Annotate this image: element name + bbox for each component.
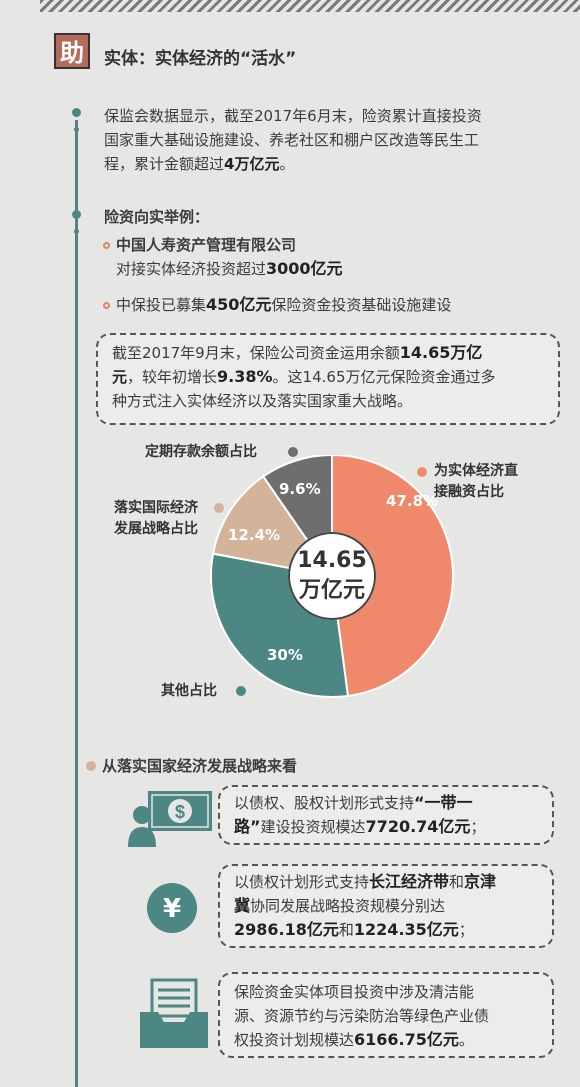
header-badge: 助: [54, 33, 90, 69]
summary-line: 元，较年初增长9.38%。这14.65万亿元保险资金通过多: [112, 367, 496, 386]
center-unit: 万亿元: [298, 578, 365, 603]
center-value: 14.65: [297, 548, 367, 573]
intro-line: 保监会数据显示，截至2017年6月末，险资累计直接投资: [104, 107, 482, 125]
section-title: 实体：实体经济的“活水”: [104, 49, 297, 69]
intro-line: 程，累计金额超过4万亿元。: [104, 155, 295, 173]
timeline-dot: [74, 229, 79, 234]
slice-label-deposit: 9.6%: [279, 480, 321, 498]
person-head: [133, 806, 151, 824]
intro-line: 国家重大基础设施建设、养老社区和棚户区改造等民生工: [104, 131, 480, 149]
strategy-box-2: 以债权计划形式支持长江经济带和京津 冀协同发展战略投资规模分别达 2986.18…: [218, 864, 554, 948]
legend-intl: 落实国际经济 发展战略占比: [114, 500, 198, 537]
strategy-box-1: 以债权、股权计划形式支持“一带一 路”建设投资规模达7720.74亿元；: [218, 785, 554, 845]
slice-label-direct: 47.8%: [386, 492, 439, 510]
timeline-line: [75, 120, 78, 1087]
donut-chart: [210, 455, 454, 698]
coin-circle: [168, 799, 192, 823]
yen-icon: ¥: [147, 883, 197, 933]
chart-center-label: 14.65 万亿元: [292, 546, 372, 606]
timeline-dot: [72, 210, 81, 219]
examples-heading: 险资向实举例：: [104, 208, 210, 226]
example-detail: 中保投已募集450亿元保险资金投资基础设施建设: [116, 295, 452, 314]
bullet-ring: [103, 242, 110, 249]
slice-label-other: 30%: [267, 646, 303, 664]
tray-shape: [140, 1012, 208, 1048]
strategy-line: 2986.18亿元和1224.35亿元；: [234, 920, 474, 939]
example-detail: 对接实体经济投资超过3000亿元: [116, 259, 343, 278]
banknote-border: [151, 794, 209, 828]
timeline-dot: [74, 127, 79, 132]
yen-glyph: ¥: [163, 894, 181, 924]
strategy-line: 权投资计划规模达6166.75亿元。: [234, 1030, 474, 1049]
dollar-glyph: $: [175, 802, 185, 822]
bullet-ring: [103, 302, 110, 309]
document-tray-icon: [140, 978, 208, 1048]
top-stripe-bar: [40, 0, 580, 12]
summary-box: 截至2017年9月末，保险公司资金运用余额14.65万亿 元，较年初增长9.38…: [96, 333, 560, 425]
legend-deposit: 定期存款余额占比: [145, 444, 257, 460]
donut-center: [288, 532, 376, 620]
heading-dot: [86, 761, 96, 771]
summary-line: 截至2017年9月末，保险公司资金运用余额14.65万亿: [112, 343, 483, 362]
strategy-heading: 从落实国家经济发展战略来看: [102, 757, 298, 775]
legend-direct: 为实体经济直 接融资占比: [434, 463, 518, 500]
slice-label-intl: 12.4%: [228, 526, 281, 544]
strategy-box-3: 保险资金实体项目投资中涉及清洁能 源、资源节约与污染防治等绿色产业债 权投资计划…: [218, 972, 554, 1058]
strategy-line: 冀协同发展战略投资规模分别达: [234, 896, 446, 915]
strategy-line: 路”建设投资规模达7720.74亿元；: [234, 817, 486, 836]
money-person-icon: $: [128, 791, 212, 847]
intro-paragraph: 保监会数据显示，截至2017年6月末，险资累计直接投资 国家重大基础设施建设、养…: [104, 104, 564, 176]
person-body: [128, 827, 156, 847]
legend-other: 其他占比: [161, 683, 217, 699]
example-title: 中国人寿资产管理有限公司: [116, 236, 297, 254]
legend-dot-intl: [214, 503, 224, 513]
summary-line: 种方式注入实体经济以及落实国家重大战略。: [112, 392, 413, 410]
timeline-dot: [72, 108, 81, 117]
strategy-line: 源、资源节约与污染防治等绿色产业债: [234, 1007, 490, 1025]
strategy-line: 保险资金实体项目投资中涉及清洁能: [234, 983, 475, 1001]
strategy-line: 以债权、股权计划形式支持“一带一: [234, 793, 473, 812]
legend-dot-other: [236, 686, 246, 696]
legend-dot-deposit: [288, 447, 298, 457]
strategy-line: 以债权计划形式支持长江经济带和京津: [234, 872, 497, 891]
legend-dot-direct: [417, 467, 427, 477]
yen-circle: [147, 883, 197, 933]
